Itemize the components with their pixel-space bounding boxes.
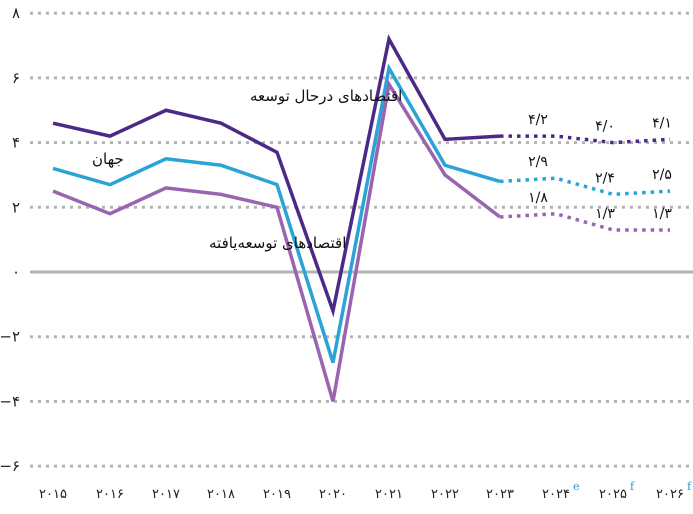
value-label: ۲/۹ bbox=[528, 154, 548, 170]
value-label: ۱/۳ bbox=[595, 206, 615, 222]
y-tick-label: ۰ bbox=[12, 263, 20, 281]
x-tick-label: ۲۰۱۷ bbox=[152, 487, 180, 502]
x-tick-superscript: e bbox=[573, 480, 580, 493]
y-tick-label: −۴ bbox=[0, 392, 20, 410]
x-tick-label: ۲۰۲۲ bbox=[431, 487, 459, 502]
value-label: ۱/۳ bbox=[652, 206, 672, 222]
x-tick-label: ۲۰۲۰ bbox=[319, 487, 347, 502]
x-tick-label: ۲۰۱۹ bbox=[263, 487, 291, 502]
value-labels: ۴/۲ ۴/۰ ۴/۱ ۲/۹ ۲/۴ ۲/۵ ۱/۸ ۱/۳ ۱/۳ bbox=[528, 112, 672, 222]
value-label: ۲/۴ bbox=[595, 170, 615, 186]
series-line-1 bbox=[52, 63, 501, 364]
series-lines bbox=[52, 34, 671, 402]
value-label: ۴/۲ bbox=[528, 112, 548, 128]
x-tick-label: ۲۰۲۵ bbox=[599, 487, 627, 502]
x-tick-label: ۲۰۱۸ bbox=[207, 487, 235, 502]
y-tick-label: ۸ bbox=[12, 4, 20, 22]
y-tick-label: ۶ bbox=[12, 69, 20, 87]
x-tick-superscript: f bbox=[687, 480, 692, 493]
grid-lines bbox=[30, 11, 693, 468]
x-axis-ticks: ۲۰۱۵ ۲۰۱۶ ۲۰۱۷ ۲۰۱۸ ۲۰۱۹ ۲۰۲۰ ۲۰۲۱ ۲۰۲۲ ۲۰۲۳ ۲۰۲۴… bbox=[39, 480, 692, 502]
value-label: ۴/۰ bbox=[595, 119, 615, 135]
x-tick-label: ۲۰۲۴ bbox=[542, 487, 570, 502]
y-tick-label: ۲ bbox=[12, 198, 20, 216]
series-line-2 bbox=[52, 79, 502, 402]
label-world: جهان bbox=[92, 150, 124, 168]
y-tick-label: ۴ bbox=[12, 134, 20, 152]
value-label: ۱/۸ bbox=[528, 190, 548, 206]
series-line-0 bbox=[52, 34, 501, 318]
y-tick-label: −۲ bbox=[0, 328, 20, 346]
series-labels: اقتصادهای درحال توسعه جهان اقتصادهای توس… bbox=[92, 87, 402, 252]
x-tick-label: ۲۰۲۶ bbox=[656, 487, 684, 502]
series-forecast-2 bbox=[499, 212, 670, 232]
y-axis-ticks: ۸ ۶ ۴ ۲ ۰ −۲ −۴ −۶ bbox=[0, 4, 20, 475]
x-tick-label: ۲۰۲۱ bbox=[375, 487, 403, 502]
x-tick-label: ۲۰۱۶ bbox=[96, 487, 124, 502]
value-label: ۲/۵ bbox=[652, 167, 672, 183]
x-tick-superscript: f bbox=[630, 480, 635, 493]
x-tick-label: ۲۰۲۳ bbox=[486, 487, 514, 502]
label-developing: اقتصادهای درحال توسعه bbox=[250, 87, 402, 105]
label-advanced: اقتصادهای توسعه‌یافته bbox=[209, 234, 346, 252]
value-label: ۴/۱ bbox=[652, 115, 672, 131]
series-forecast-0 bbox=[500, 134, 671, 145]
y-tick-label: −۶ bbox=[0, 457, 20, 475]
series-forecast-1 bbox=[499, 176, 671, 197]
x-tick-label: ۲۰۱۵ bbox=[39, 487, 67, 502]
